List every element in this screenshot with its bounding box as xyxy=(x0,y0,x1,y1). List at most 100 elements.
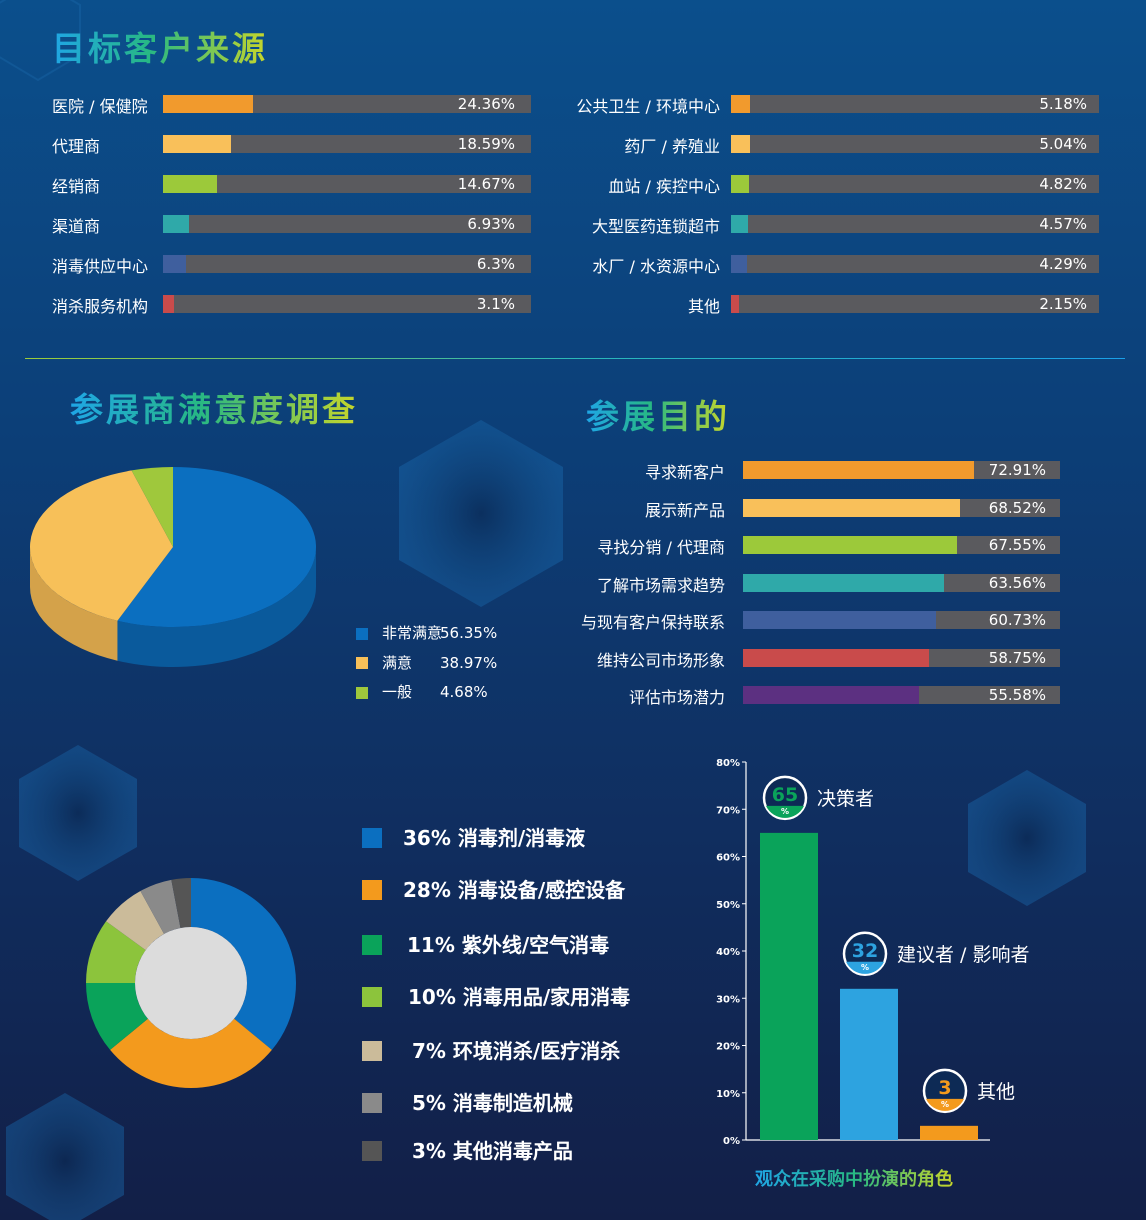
role-bar-2 xyxy=(840,988,898,1140)
pie-slice-2 xyxy=(30,470,173,621)
y-tick-label: 0% xyxy=(723,1136,740,1147)
bar-track: 3.1% xyxy=(163,295,531,313)
bar-value-label: 4.82% xyxy=(1039,175,1087,193)
bar-track: 24.36% xyxy=(163,95,531,113)
satisfaction-pie-chart xyxy=(30,467,316,667)
bar-value-label: 24.36% xyxy=(457,95,515,113)
section-divider xyxy=(25,358,1125,359)
y-tick-label: 80% xyxy=(716,758,740,769)
bar-category-label: 消毒供应中心 xyxy=(52,257,149,276)
legend-value: 4.68% xyxy=(440,683,488,701)
bar-track: 14.67% xyxy=(163,175,531,193)
role-chart-title: 观众在采购中扮演的角色 xyxy=(755,1165,953,1191)
pie-side-wall xyxy=(117,547,316,667)
role-value-bubble: 3% xyxy=(922,1068,968,1114)
bar-fill xyxy=(743,648,930,667)
role-value-unit: % xyxy=(781,807,789,816)
bar-value-label: 4.57% xyxy=(1039,215,1087,233)
product-legend-item: 7% 环境消杀/医疗消杀 xyxy=(362,1035,620,1064)
product-legend-item: 5% 消毒制造机械 xyxy=(362,1087,573,1116)
product-donut-chart xyxy=(86,878,296,1088)
bar-fill xyxy=(163,255,187,273)
role-value-number: 65 xyxy=(772,784,798,806)
role-value-number: 3 xyxy=(938,1077,951,1099)
bar-value-label: 5.04% xyxy=(1039,135,1087,153)
donut-slice-7 xyxy=(171,878,191,928)
satisfaction-title: 参展商满意度调查 xyxy=(70,383,358,431)
bar-fill xyxy=(743,461,975,479)
legend-swatch xyxy=(362,987,382,1007)
y-tick-label: 70% xyxy=(716,805,740,816)
bar-track: 5.04% xyxy=(731,135,1099,153)
role-category-label: 其他 xyxy=(977,1081,1015,1103)
bar-value-label: 60.73% xyxy=(988,611,1046,629)
bar-value-label: 68.52% xyxy=(988,498,1046,517)
legend-swatch xyxy=(362,828,382,848)
bar-value-label: 3.1% xyxy=(476,295,515,313)
bar-track: 4.29% xyxy=(731,255,1099,273)
donut-slice-6 xyxy=(140,879,181,934)
legend-label: 28% 消毒设备/感控设备 xyxy=(403,878,626,902)
legend-label: 7% 环境消杀/医疗消杀 xyxy=(412,1039,621,1063)
bar-track: 5.18% xyxy=(731,95,1099,113)
bar-track: 72.91% xyxy=(743,461,1060,479)
bar-track: 2.15% xyxy=(731,295,1099,313)
hexagon-top-left-decoration xyxy=(0,0,81,82)
bar-category-label: 血站 / 疾控中心 xyxy=(608,177,720,196)
bar-fill xyxy=(163,95,253,113)
hexagon-right-decoration xyxy=(968,770,1086,906)
bar-track: 4.82% xyxy=(731,175,1099,193)
bar-category-label: 了解市场需求趋势 xyxy=(596,575,725,595)
bar-fill xyxy=(743,611,936,629)
legend-swatch xyxy=(362,1141,382,1161)
product-legend-item: 28% 消毒设备/感控设备 xyxy=(362,874,625,903)
hexagon-mid-decoration xyxy=(399,420,563,607)
bar-track: 63.56% xyxy=(743,573,1060,592)
customer-source-title: 目标客户来源 xyxy=(52,22,268,70)
bar-value-label: 72.91% xyxy=(988,461,1046,479)
legend-label: 11% 紫外线/空气消毒 xyxy=(407,933,610,957)
purpose-title: 参展目的 xyxy=(586,390,730,438)
bar-fill xyxy=(163,175,217,193)
bar-fill xyxy=(731,255,747,273)
legend-swatch xyxy=(362,1093,382,1113)
bar-value-label: 55.58% xyxy=(988,686,1046,704)
bar-fill xyxy=(743,536,958,554)
bar-track: 55.58% xyxy=(743,686,1060,704)
bar-value-label: 6.93% xyxy=(467,215,515,233)
hexagon-bottom-left-decoration xyxy=(19,745,137,881)
legend-swatch xyxy=(356,686,368,699)
y-tick-label: 60% xyxy=(716,853,740,864)
bar-value-label: 18.59% xyxy=(457,135,515,153)
bar-category-label: 与现有客户保持联系 xyxy=(580,613,725,632)
bar-value-label: 67.55% xyxy=(988,536,1046,554)
pie-slice-3 xyxy=(131,467,173,547)
bar-category-label: 消杀服务机构 xyxy=(52,297,149,316)
role-bar-chart: 0% 10% 20% 30% 40% 50% 60% 70% 80% 65% 决策者 32% 建议者 /… xyxy=(716,758,1029,1147)
bar-value-label: 14.67% xyxy=(457,175,515,193)
legend-label: 10% 消毒用品/家用消毒 xyxy=(408,985,631,1009)
bar-track: 6.3% xyxy=(163,255,531,273)
satisfaction-legend-item: 满意 38.97% xyxy=(356,652,497,673)
bar-fill xyxy=(731,295,739,313)
product-legend-item: 10% 消毒用品/家用消毒 xyxy=(362,981,630,1010)
bar-fill xyxy=(163,215,189,233)
donut-slice-3 xyxy=(86,983,148,1050)
donut-hole xyxy=(135,927,247,1039)
bar-fill xyxy=(731,215,748,233)
role-value-bubble: 32% xyxy=(842,931,888,977)
hexagon-bottom-decoration xyxy=(6,1093,124,1220)
legend-label: 5% 消毒制造机械 xyxy=(412,1091,573,1115)
bar-fill xyxy=(163,135,232,153)
satisfaction-legend-item: 一般 4.68% xyxy=(356,681,488,702)
bar-value-label: 5.18% xyxy=(1039,95,1087,113)
legend-swatch xyxy=(362,935,382,955)
bar-value-label: 63.56% xyxy=(988,573,1046,592)
legend-value: 56.35% xyxy=(440,624,498,642)
bar-fill xyxy=(731,95,751,113)
bar-value-label: 2.15% xyxy=(1039,295,1087,313)
pie-side-wall xyxy=(30,547,118,661)
bar-category-label: 展示新产品 xyxy=(644,500,725,520)
bar-value-label: 58.75% xyxy=(988,648,1046,667)
y-tick-label: 50% xyxy=(716,900,740,911)
